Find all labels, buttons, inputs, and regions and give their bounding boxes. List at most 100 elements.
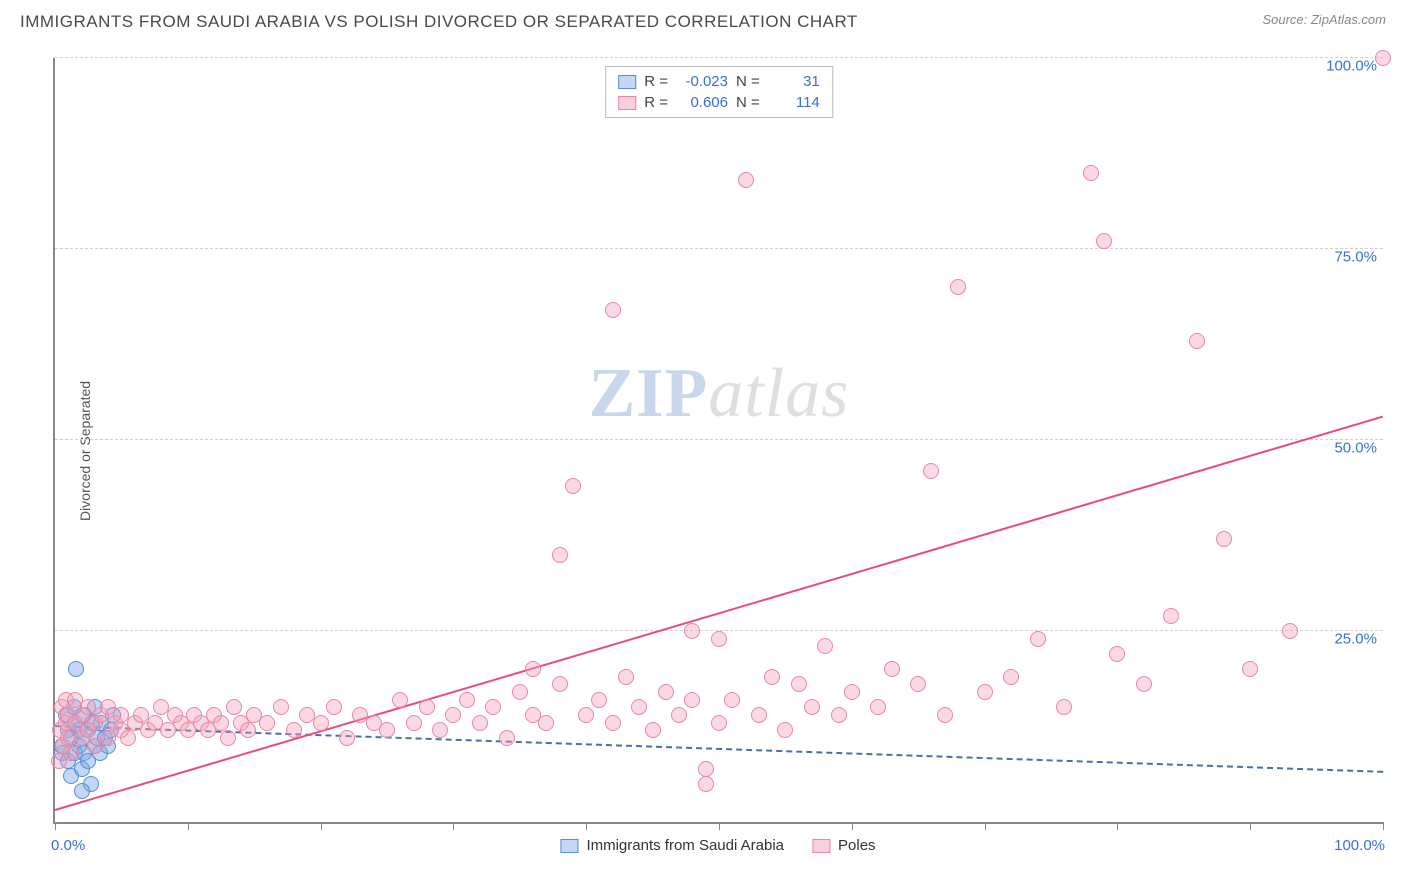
data-point-b [791,676,807,692]
watermark: ZIPatlas [589,354,850,434]
data-point-b [485,699,501,715]
data-point-b [977,684,993,700]
data-point-b [684,692,700,708]
data-point-b [445,707,461,723]
data-point-b [1282,623,1298,639]
y-tick-label: 75.0% [1334,249,1377,266]
x-tick [852,822,853,830]
data-point-b [711,631,727,647]
data-point-b [326,699,342,715]
data-point-b [618,669,634,685]
data-point-b [684,623,700,639]
data-point-b [499,730,515,746]
data-point-b [392,692,408,708]
chart-container: Divorced or Separated ZIPatlas R = -0.02… [45,50,1391,852]
data-point-b [240,722,256,738]
x-tick [1383,822,1384,830]
data-point-b [817,638,833,654]
data-point-b [213,715,229,731]
data-point-b [751,707,767,723]
data-point-b [724,692,740,708]
data-point-b [698,761,714,777]
data-point-b [591,692,607,708]
data-point-b [273,699,289,715]
x-tick [188,822,189,830]
gridline [55,439,1383,440]
x-tick [985,822,986,830]
x-axis-min-label: 0.0% [51,837,85,854]
swatch-a-icon [560,839,578,853]
data-point-b [63,745,79,761]
data-point-b [432,722,448,738]
data-point-b [950,279,966,295]
data-point-b [711,715,727,731]
source-attribution: Source: ZipAtlas.com [1262,12,1386,27]
data-point-a [68,661,84,677]
data-point-b [658,684,674,700]
gridline [55,57,1383,58]
data-point-b [379,722,395,738]
data-point-b [565,478,581,494]
data-point-b [870,699,886,715]
data-point-b [419,699,435,715]
data-point-b [525,661,541,677]
swatch-series-b [618,96,636,110]
x-tick [1117,822,1118,830]
swatch-b-icon [812,839,830,853]
data-point-b [1163,608,1179,624]
data-point-b [406,715,422,731]
data-point-b [631,699,647,715]
data-point-b [1242,661,1258,677]
x-tick [719,822,720,830]
data-point-b [698,776,714,792]
data-point-b [804,699,820,715]
data-point-b [220,730,236,746]
data-point-b [226,699,242,715]
data-point-b [764,669,780,685]
stats-row-series-a: R = -0.023 N = 31 [618,71,820,92]
stats-legend-box: R = -0.023 N = 31 R = 0.606 N = 114 [605,66,833,118]
data-point-b [1083,165,1099,181]
data-point-b [738,172,754,188]
x-tick [1250,822,1251,830]
legend-item-a: Immigrants from Saudi Arabia [560,837,784,854]
data-point-b [671,707,687,723]
data-point-b [831,707,847,723]
swatch-series-a [618,75,636,89]
data-point-b [1109,646,1125,662]
data-point-b [1030,631,1046,647]
x-tick [55,822,56,830]
data-point-b [884,661,900,677]
x-tick [321,822,322,830]
data-point-b [1003,669,1019,685]
chart-title: IMMIGRANTS FROM SAUDI ARABIA VS POLISH D… [20,12,858,32]
y-tick-label: 50.0% [1334,440,1377,457]
data-point-b [645,722,661,738]
data-point-b [1375,50,1391,66]
data-point-b [459,692,475,708]
data-point-b [1096,233,1112,249]
plot-area: ZIPatlas R = -0.023 N = 31 R = 0.606 N =… [53,58,1383,824]
chart-header: IMMIGRANTS FROM SAUDI ARABIA VS POLISH D… [0,0,1406,40]
bottom-legend: Immigrants from Saudi Arabia Poles [560,837,875,854]
data-point-b [538,715,554,731]
data-point-b [286,722,302,738]
data-point-b [512,684,528,700]
y-tick-label: 25.0% [1334,631,1377,648]
regression-line-b [55,415,1384,810]
data-point-b [313,715,329,731]
stats-row-series-b: R = 0.606 N = 114 [618,92,820,113]
data-point-b [120,730,136,746]
data-point-b [578,707,594,723]
data-point-b [552,676,568,692]
data-point-b [844,684,860,700]
data-point-b [605,302,621,318]
data-point-b [1056,699,1072,715]
data-point-b [472,715,488,731]
x-tick [586,822,587,830]
data-point-b [259,715,275,731]
x-tick [453,822,454,830]
data-point-b [937,707,953,723]
data-point-b [339,730,355,746]
y-tick-label: 100.0% [1326,58,1377,75]
